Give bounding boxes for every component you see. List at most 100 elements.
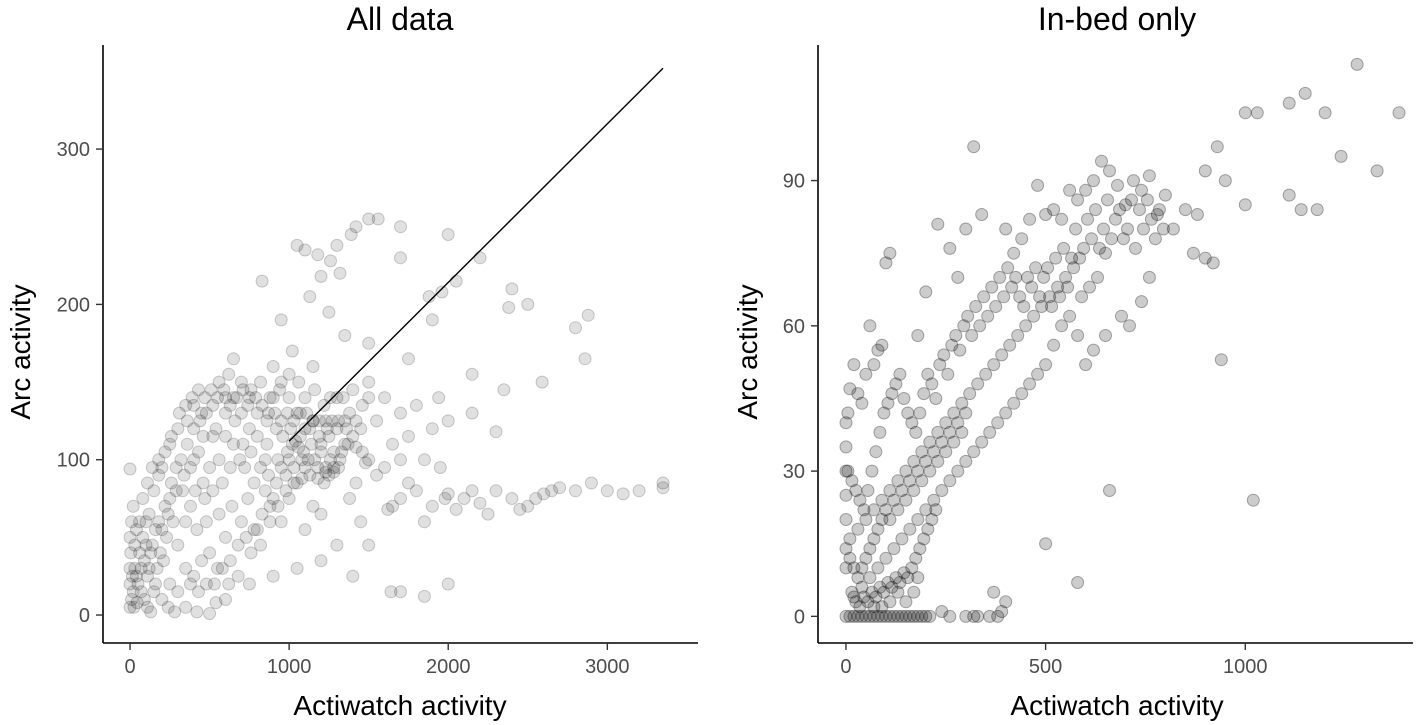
data-point — [236, 437, 250, 451]
data-point — [402, 476, 415, 490]
data-point — [656, 481, 670, 495]
data-point — [841, 406, 855, 420]
data-point — [152, 468, 166, 482]
data-point — [212, 507, 226, 521]
data-point — [935, 435, 949, 449]
data-point — [987, 358, 1001, 372]
data-point — [843, 551, 857, 565]
data-point — [927, 445, 941, 459]
data-point — [465, 484, 479, 498]
data-point — [268, 406, 282, 420]
data-point — [863, 319, 877, 333]
data-point — [287, 414, 301, 428]
data-point — [271, 453, 285, 467]
data-point — [877, 585, 891, 599]
data-point — [354, 422, 368, 436]
data-point — [907, 484, 921, 497]
data-point — [839, 464, 853, 478]
data-point — [184, 461, 197, 474]
data-point — [931, 425, 945, 439]
data-point — [1007, 396, 1021, 410]
data-point — [923, 464, 937, 478]
data-point — [847, 590, 861, 604]
data-point — [1067, 261, 1081, 275]
data-point — [1075, 290, 1089, 304]
data-point — [211, 561, 224, 575]
data-point — [905, 561, 919, 575]
data-point — [153, 546, 167, 560]
data-point — [959, 454, 973, 468]
scatter-points — [123, 212, 670, 620]
data-point — [314, 445, 328, 459]
x-ticks: 0 500 1000 — [840, 643, 1268, 678]
data-point — [1019, 319, 1033, 333]
data-point — [1246, 493, 1260, 507]
data-point — [1077, 241, 1091, 255]
data-point — [901, 571, 915, 585]
data-point — [247, 523, 261, 537]
data-point — [207, 577, 221, 591]
data-point — [409, 484, 423, 498]
y-tick-label: 60 — [783, 316, 805, 338]
data-point — [164, 476, 178, 490]
data-point — [855, 396, 869, 410]
data-point — [849, 484, 863, 497]
data-point — [859, 367, 873, 381]
data-point — [273, 383, 287, 397]
data-point — [1140, 193, 1154, 207]
data-point — [919, 609, 933, 623]
data-point — [233, 453, 247, 467]
data-point — [457, 492, 471, 505]
data-point — [196, 429, 210, 443]
data-point — [185, 391, 199, 405]
data-point — [425, 422, 439, 436]
data-point — [1087, 174, 1100, 188]
chart-title: All data — [347, 1, 454, 37]
data-point — [873, 425, 887, 439]
data-point — [465, 367, 479, 381]
x-axis-title: Actiwatch activity — [293, 690, 506, 721]
data-point — [274, 414, 288, 428]
data-point — [1063, 309, 1077, 323]
data-point — [489, 425, 503, 439]
data-point — [344, 228, 358, 241]
data-point — [535, 375, 549, 389]
data-point — [915, 474, 929, 488]
data-point — [282, 453, 296, 467]
data-point — [449, 502, 463, 516]
data-point — [1085, 232, 1098, 246]
data-point — [1095, 154, 1108, 168]
data-point — [983, 425, 997, 439]
data-point — [370, 468, 384, 482]
data-point — [199, 515, 213, 529]
data-point — [855, 609, 869, 623]
data-point — [839, 542, 853, 556]
data-point — [1039, 537, 1053, 551]
data-point — [981, 309, 995, 323]
data-point — [198, 492, 212, 505]
data-point — [1310, 203, 1324, 217]
data-point — [371, 212, 385, 226]
data-point — [943, 425, 957, 439]
data-point — [1103, 164, 1116, 178]
data-point — [1069, 222, 1083, 236]
data-point — [125, 515, 139, 529]
data-point — [322, 468, 336, 482]
data-point — [292, 375, 306, 389]
data-point — [1144, 212, 1158, 226]
data-point — [435, 285, 449, 299]
data-point — [274, 375, 288, 389]
data-point — [859, 609, 873, 623]
data-point — [1043, 290, 1057, 304]
data-point — [989, 300, 1003, 313]
data-point — [441, 414, 455, 428]
data-point — [1071, 329, 1085, 342]
data-point — [298, 391, 312, 405]
data-point — [859, 551, 873, 565]
data-point — [123, 600, 137, 614]
data-point — [219, 391, 232, 405]
data-point — [971, 609, 985, 623]
data-point — [967, 609, 981, 623]
data-point — [333, 266, 347, 280]
data-point — [1142, 169, 1156, 183]
